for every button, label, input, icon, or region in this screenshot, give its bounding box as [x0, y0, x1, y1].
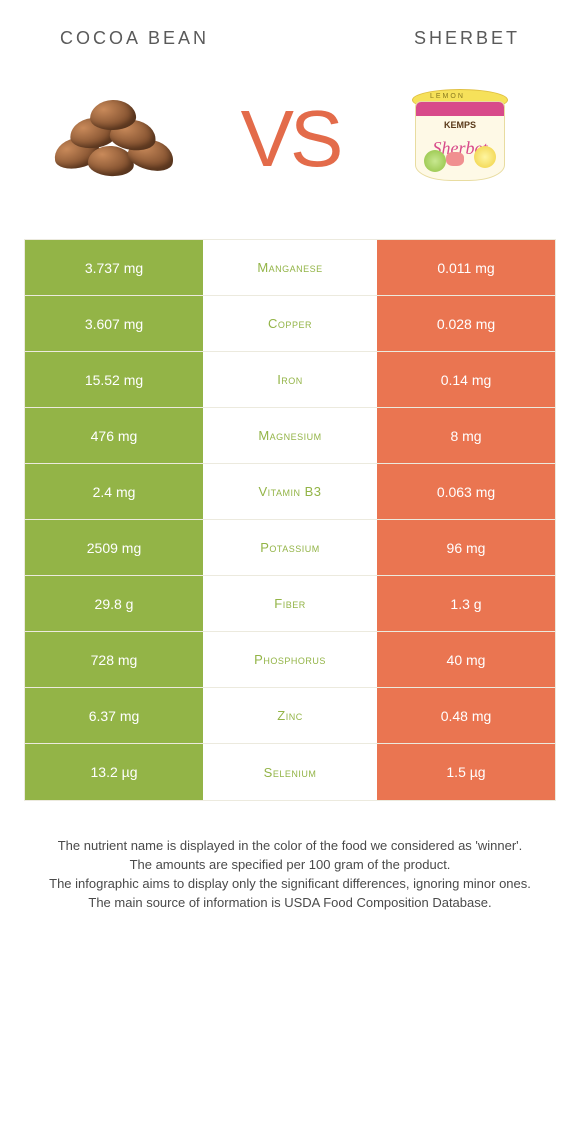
footnote: The nutrient name is displayed in the co…	[30, 837, 550, 912]
nutrient-name-cell: Fiber	[203, 576, 377, 631]
vs-row: VS LEMON KEMPS Sherbet	[0, 49, 580, 229]
left-food-title: COCOA BEAN	[60, 28, 209, 49]
table-row: 3.737 mg Manganese 0.011 mg	[25, 240, 555, 296]
nutrient-table: 3.737 mg Manganese 0.011 mg 3.607 mg Copper 0…	[24, 239, 556, 801]
vs-label: VS	[241, 93, 340, 185]
right-value-cell: 1.5 µg	[377, 744, 555, 800]
left-value-cell: 728 mg	[25, 632, 203, 687]
left-value-cell: 6.37 mg	[25, 688, 203, 743]
left-value-cell: 3.607 mg	[25, 296, 203, 351]
header: COCOA BEAN SHERBET	[0, 0, 580, 49]
nutrient-name-cell: Iron	[203, 352, 377, 407]
nutrient-label: Fiber	[274, 596, 305, 611]
nutrient-name-cell: Magnesium	[203, 408, 377, 463]
right-value-cell: 40 mg	[377, 632, 555, 687]
table-row: 13.2 µg Selenium 1.5 µg	[25, 744, 555, 800]
right-food-title: SHERBET	[414, 28, 520, 49]
nutrient-name-cell: Copper	[203, 296, 377, 351]
table-row: 728 mg Phosphorus 40 mg	[25, 632, 555, 688]
nutrient-label: Magnesium	[258, 428, 321, 443]
footnote-line: The main source of information is USDA F…	[30, 894, 550, 913]
right-value-cell: 0.011 mg	[377, 240, 555, 295]
table-row: 3.607 mg Copper 0.028 mg	[25, 296, 555, 352]
nutrient-name-cell: Potassium	[203, 520, 377, 575]
table-row: 2509 mg Potassium 96 mg	[25, 520, 555, 576]
cocoa-bean-image	[40, 79, 200, 199]
sherbet-lemon-label: LEMON	[430, 93, 465, 100]
nutrient-label: Copper	[268, 316, 312, 331]
nutrient-label: Manganese	[257, 260, 322, 275]
nutrient-label: Selenium	[264, 765, 317, 780]
table-row: 6.37 mg Zinc 0.48 mg	[25, 688, 555, 744]
nutrient-label: Phosphorus	[254, 652, 326, 667]
left-value-cell: 476 mg	[25, 408, 203, 463]
right-value-cell: 0.063 mg	[377, 464, 555, 519]
left-value-cell: 2.4 mg	[25, 464, 203, 519]
nutrient-name-cell: Zinc	[203, 688, 377, 743]
right-value-cell: 0.14 mg	[377, 352, 555, 407]
left-value-cell: 2509 mg	[25, 520, 203, 575]
nutrient-label: Iron	[277, 372, 303, 387]
right-value-cell: 8 mg	[377, 408, 555, 463]
nutrient-name-cell: Phosphorus	[203, 632, 377, 687]
left-value-cell: 3.737 mg	[25, 240, 203, 295]
nutrient-label: Zinc	[277, 708, 302, 723]
right-value-cell: 0.028 mg	[377, 296, 555, 351]
right-value-cell: 96 mg	[377, 520, 555, 575]
nutrient-label: Vitamin B3	[258, 484, 321, 499]
table-row: 29.8 g Fiber 1.3 g	[25, 576, 555, 632]
left-value-cell: 15.52 mg	[25, 352, 203, 407]
left-value-cell: 29.8 g	[25, 576, 203, 631]
table-row: 476 mg Magnesium 8 mg	[25, 408, 555, 464]
footnote-line: The amounts are specified per 100 gram o…	[30, 856, 550, 875]
nutrient-label: Potassium	[260, 540, 320, 555]
right-value-cell: 1.3 g	[377, 576, 555, 631]
table-row: 2.4 mg Vitamin B3 0.063 mg	[25, 464, 555, 520]
nutrient-name-cell: Vitamin B3	[203, 464, 377, 519]
left-value-cell: 13.2 µg	[25, 744, 203, 800]
nutrient-name-cell: Manganese	[203, 240, 377, 295]
footnote-line: The infographic aims to display only the…	[30, 875, 550, 894]
nutrient-name-cell: Selenium	[203, 744, 377, 800]
sherbet-brand: KEMPS	[416, 120, 504, 130]
sherbet-image: LEMON KEMPS Sherbet	[380, 79, 540, 199]
footnote-line: The nutrient name is displayed in the co…	[30, 837, 550, 856]
right-value-cell: 0.48 mg	[377, 688, 555, 743]
table-row: 15.52 mg Iron 0.14 mg	[25, 352, 555, 408]
